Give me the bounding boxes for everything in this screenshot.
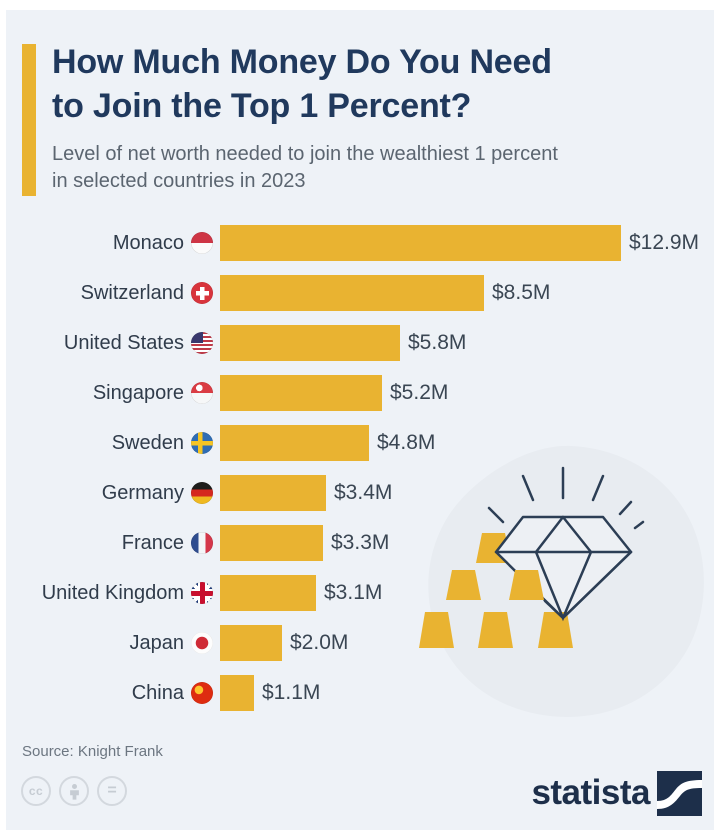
bar-track: $5.2M bbox=[220, 375, 714, 411]
country-label: Singapore bbox=[92, 381, 184, 404]
bar-track: $8.5M bbox=[220, 275, 714, 311]
bar bbox=[220, 375, 382, 411]
bar-row: Japan $2.0M bbox=[6, 618, 714, 668]
bar bbox=[220, 425, 369, 461]
infographic-canvas: How Much Money Do You Need to Join the To… bbox=[6, 10, 714, 830]
singapore-flag-icon bbox=[191, 382, 213, 404]
cc-icon[interactable]: cc bbox=[21, 776, 51, 806]
title-line-2: to Join the Top 1 Percent? bbox=[52, 87, 472, 125]
country-label: Sweden bbox=[111, 431, 184, 454]
bar bbox=[220, 225, 621, 261]
chart-subtitle: Level of net worth needed to join the we… bbox=[52, 141, 558, 195]
value-label: $2.0M bbox=[290, 631, 349, 654]
subtitle-line-1: Level of net worth needed to join the we… bbox=[52, 143, 558, 165]
bar-row: Singapore $5.2M bbox=[6, 368, 714, 418]
monaco-flag-icon bbox=[191, 232, 213, 254]
subtitle-line-2: in selected countries in 2023 bbox=[52, 170, 306, 192]
title-accent-bar bbox=[22, 44, 36, 196]
title-line-1: How Much Money Do You Need bbox=[52, 43, 552, 81]
bar-row: Monaco $12.9M bbox=[6, 218, 714, 268]
us-flag-icon bbox=[191, 332, 213, 354]
bar-track: $2.0M bbox=[220, 625, 714, 661]
france-flag-icon bbox=[191, 532, 213, 554]
diamond-gold-illustration bbox=[419, 445, 704, 717]
value-label: $3.3M bbox=[331, 531, 390, 554]
china-flag-icon bbox=[191, 682, 213, 704]
country-label: Switzerland bbox=[80, 281, 184, 304]
uk-flag-icon bbox=[191, 582, 213, 604]
bar-track: $3.1M bbox=[220, 575, 714, 611]
value-label: $3.1M bbox=[324, 581, 383, 604]
no-derivatives-equals-icon[interactable]: = bbox=[97, 776, 127, 806]
bar-row: United Kingdom $3.1M bbox=[6, 568, 714, 618]
bar bbox=[220, 525, 323, 561]
attribution-person-icon[interactable] bbox=[59, 776, 89, 806]
license-icons: cc = bbox=[21, 776, 127, 806]
bar-track: $12.9M bbox=[220, 225, 714, 261]
bar-track: $3.3M bbox=[220, 525, 714, 561]
value-label: $3.4M bbox=[334, 481, 393, 504]
bar bbox=[220, 275, 484, 311]
bar bbox=[220, 675, 254, 711]
switzerland-flag-icon bbox=[191, 282, 213, 304]
value-label: $8.5M bbox=[492, 281, 551, 304]
sparkle-rays-icon bbox=[487, 466, 645, 530]
country-label: Japan bbox=[129, 631, 185, 654]
japan-flag-icon bbox=[191, 632, 213, 654]
bar bbox=[220, 625, 282, 661]
germany-flag-icon bbox=[191, 482, 213, 504]
bar-track: $5.8M bbox=[220, 325, 714, 361]
country-label: United Kingdom bbox=[41, 581, 184, 604]
bar-row: Germany $3.4M bbox=[6, 468, 714, 518]
page-title: How Much Money Do You Need to Join the To… bbox=[52, 40, 552, 128]
country-label: Monaco bbox=[112, 231, 184, 254]
bar bbox=[220, 325, 400, 361]
bar bbox=[220, 575, 316, 611]
bar-row: China $1.1M bbox=[6, 668, 714, 718]
bar-track: $1.1M bbox=[220, 675, 714, 711]
gold-bars-pyramid bbox=[419, 570, 573, 648]
bar-row: France $3.3M bbox=[6, 518, 714, 568]
bar-chart: Monaco $12.9M Switzerland $8.5M United S… bbox=[6, 218, 714, 718]
diamond-facet-lines bbox=[534, 550, 633, 622]
value-label: $4.8M bbox=[377, 431, 436, 454]
value-label: $5.2M bbox=[390, 381, 449, 404]
bar-row: Sweden $4.8M bbox=[6, 418, 714, 468]
statista-logo[interactable]: statista bbox=[531, 770, 702, 816]
country-label: China bbox=[131, 681, 184, 704]
country-label: France bbox=[121, 531, 184, 554]
sweden-flag-icon bbox=[191, 432, 213, 454]
country-label: Germany bbox=[101, 481, 184, 504]
value-label: $5.8M bbox=[408, 331, 467, 354]
value-label: $1.1M bbox=[262, 681, 321, 704]
country-label: United States bbox=[63, 331, 184, 354]
bar-row: Switzerland $8.5M bbox=[6, 268, 714, 318]
bar-track: $3.4M bbox=[220, 475, 714, 511]
source-note: Source: Knight Frank bbox=[22, 743, 163, 760]
bar-track: $4.8M bbox=[220, 425, 714, 461]
value-label: $12.9M bbox=[629, 231, 700, 254]
bar bbox=[220, 475, 326, 511]
statista-wordmark: statista bbox=[531, 773, 650, 812]
bar-row: United States $5.8M bbox=[6, 318, 714, 368]
statista-logo-mark bbox=[657, 770, 702, 816]
